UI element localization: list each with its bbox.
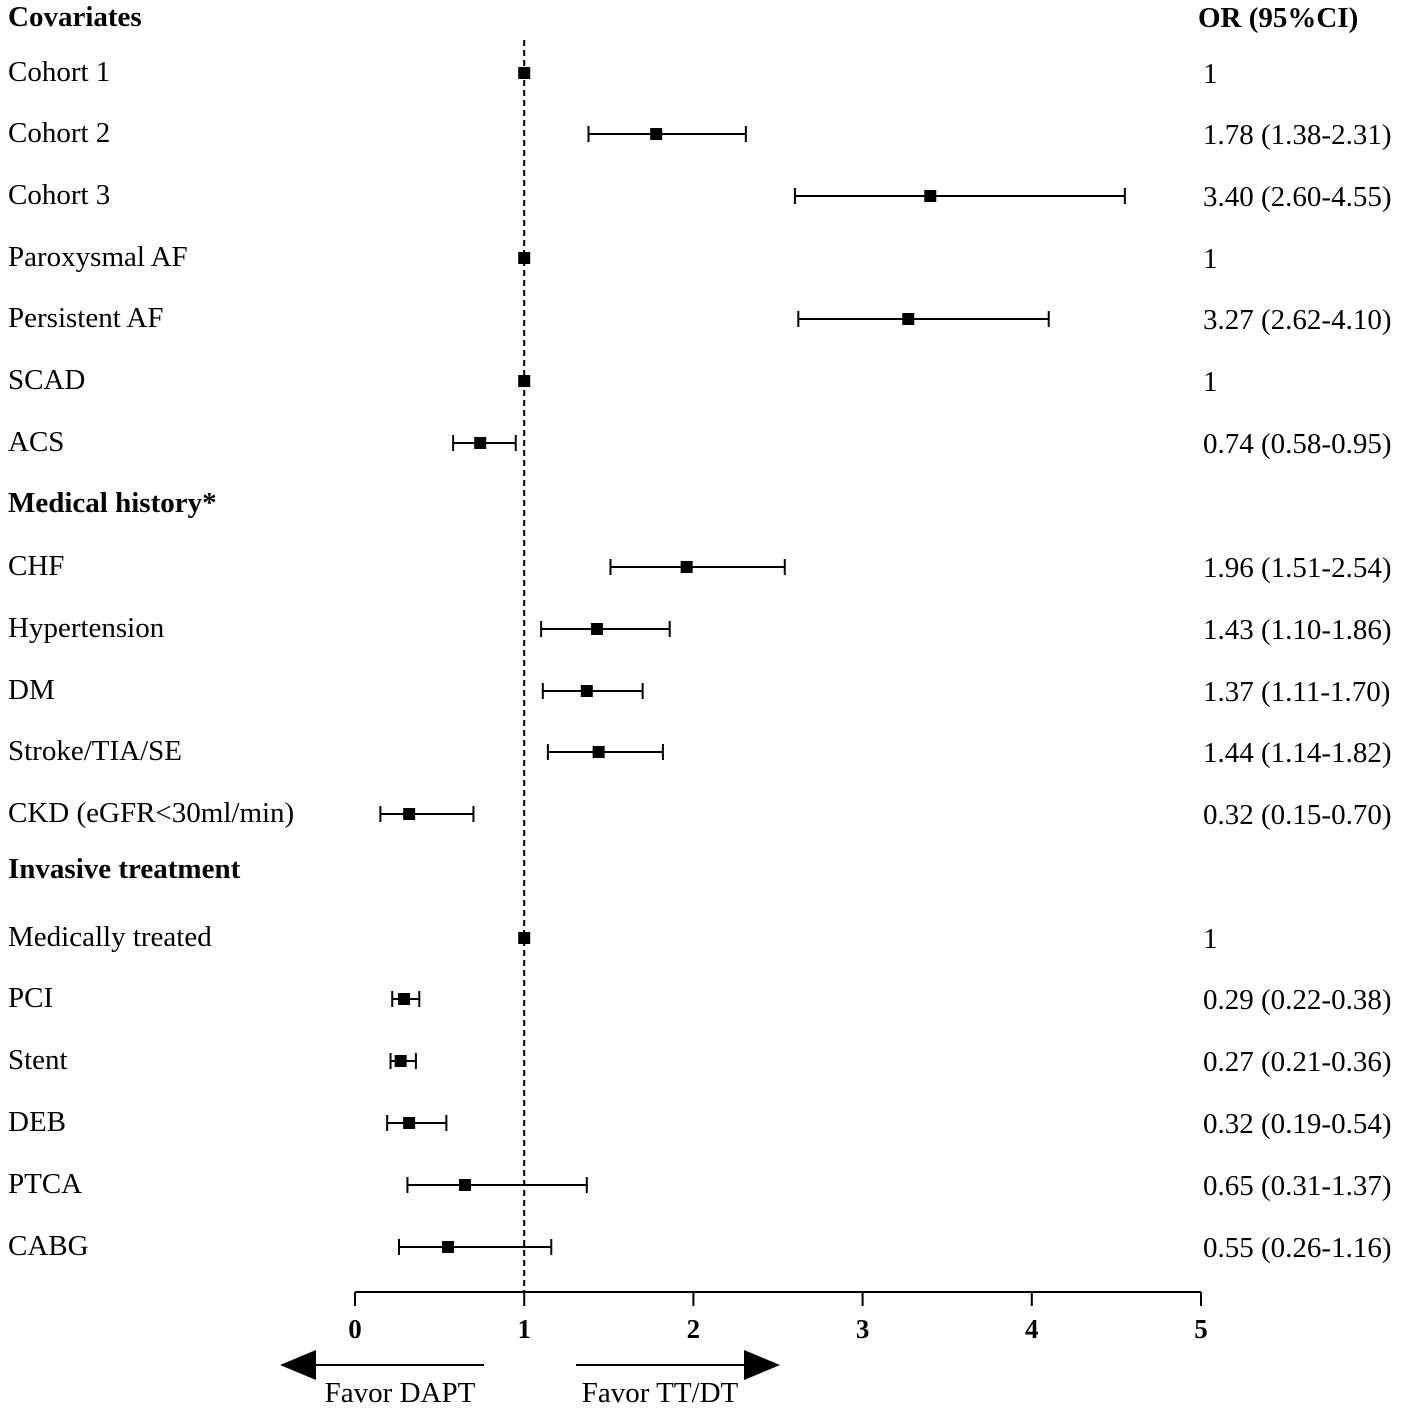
or-column-header: OR (95%CI) (1198, 2, 1359, 34)
point-estimate (518, 932, 531, 944)
x-tick-label: 2 (687, 1314, 701, 1344)
point-estimate (580, 685, 593, 697)
point-estimate (518, 252, 531, 264)
right-arrow-head (744, 1350, 780, 1380)
section-header: Invasive treatment (8, 853, 241, 885)
point-estimate (394, 1055, 407, 1067)
x-tick-label: 5 (1194, 1314, 1208, 1344)
point-estimate (590, 623, 603, 635)
or-value: 3.27 (2.62-4.10) (1203, 304, 1392, 336)
or-value: 1.43 (1.10-1.86) (1203, 614, 1392, 646)
point-estimate (902, 313, 915, 325)
row-label: Stent (8, 1044, 68, 1076)
row-label: CKD (eGFR<30ml/min) (8, 797, 295, 829)
or-value: 0.29 (0.22-0.38) (1203, 984, 1392, 1016)
left-arrow-head (280, 1350, 316, 1380)
or-value: 0.27 (0.21-0.36) (1203, 1046, 1392, 1078)
section-header: Covariates (8, 1, 142, 33)
or-value: 0.74 (0.58-0.95) (1203, 428, 1392, 460)
row-label: Medically treated (8, 921, 212, 953)
point-estimate (403, 1117, 416, 1129)
x-tick-label: 3 (856, 1314, 870, 1344)
or-value: 1.96 (1.51-2.54) (1203, 552, 1392, 584)
row-label: CHF (8, 550, 65, 582)
row-label: PCI (8, 982, 54, 1014)
row-label: Paroxysmal AF (8, 241, 188, 273)
or-value: 1 (1203, 366, 1218, 398)
x-tick-label: 0 (348, 1314, 362, 1344)
row-label: DM (8, 674, 55, 706)
row-label: Stroke/TIA/SE (8, 735, 182, 767)
row-label: PTCA (8, 1168, 83, 1200)
point-estimate (518, 375, 531, 387)
or-value: 1 (1203, 243, 1218, 275)
row-label: Cohort 3 (8, 179, 111, 211)
or-value: 0.55 (0.26-1.16) (1203, 1232, 1392, 1264)
or-value: 1.37 (1.11-1.70) (1203, 676, 1391, 708)
or-value: 1 (1203, 58, 1218, 90)
or-value: 0.32 (0.19-0.54) (1203, 1108, 1392, 1140)
section-header: Medical history* (8, 487, 217, 519)
point-estimate (398, 993, 411, 1005)
row-label: CABG (8, 1230, 89, 1262)
point-estimate (442, 1241, 455, 1253)
point-estimate (650, 128, 663, 140)
point-estimate (518, 67, 531, 79)
row-label: Persistent AF (8, 302, 164, 334)
point-estimate (924, 190, 937, 202)
x-tick-label: 1 (517, 1314, 531, 1344)
or-value: 1.78 (1.38-2.31) (1203, 119, 1392, 151)
favor-dapt-label: Favor DAPT (325, 1377, 476, 1409)
or-value: 0.32 (0.15-0.70) (1203, 799, 1392, 831)
or-value: 3.40 (2.60-4.55) (1203, 181, 1392, 213)
row-label: Cohort 1 (8, 56, 111, 88)
favor-tt-dt-label: Favor TT/DT (582, 1377, 739, 1409)
point-estimate (592, 746, 605, 758)
row-label: SCAD (8, 364, 86, 396)
point-estimate (474, 437, 487, 449)
or-value: 1.44 (1.14-1.82) (1203, 737, 1392, 769)
point-estimate (680, 561, 693, 573)
or-value: 0.65 (0.31-1.37) (1203, 1170, 1392, 1202)
row-label: DEB (8, 1106, 66, 1138)
x-tick-label: 4 (1025, 1314, 1039, 1344)
row-label: Cohort 2 (8, 117, 111, 149)
row-label: Hypertension (8, 612, 165, 644)
point-estimate (458, 1179, 471, 1191)
or-value: 1 (1203, 923, 1218, 955)
point-estimate (403, 808, 416, 820)
row-label: ACS (8, 426, 65, 458)
